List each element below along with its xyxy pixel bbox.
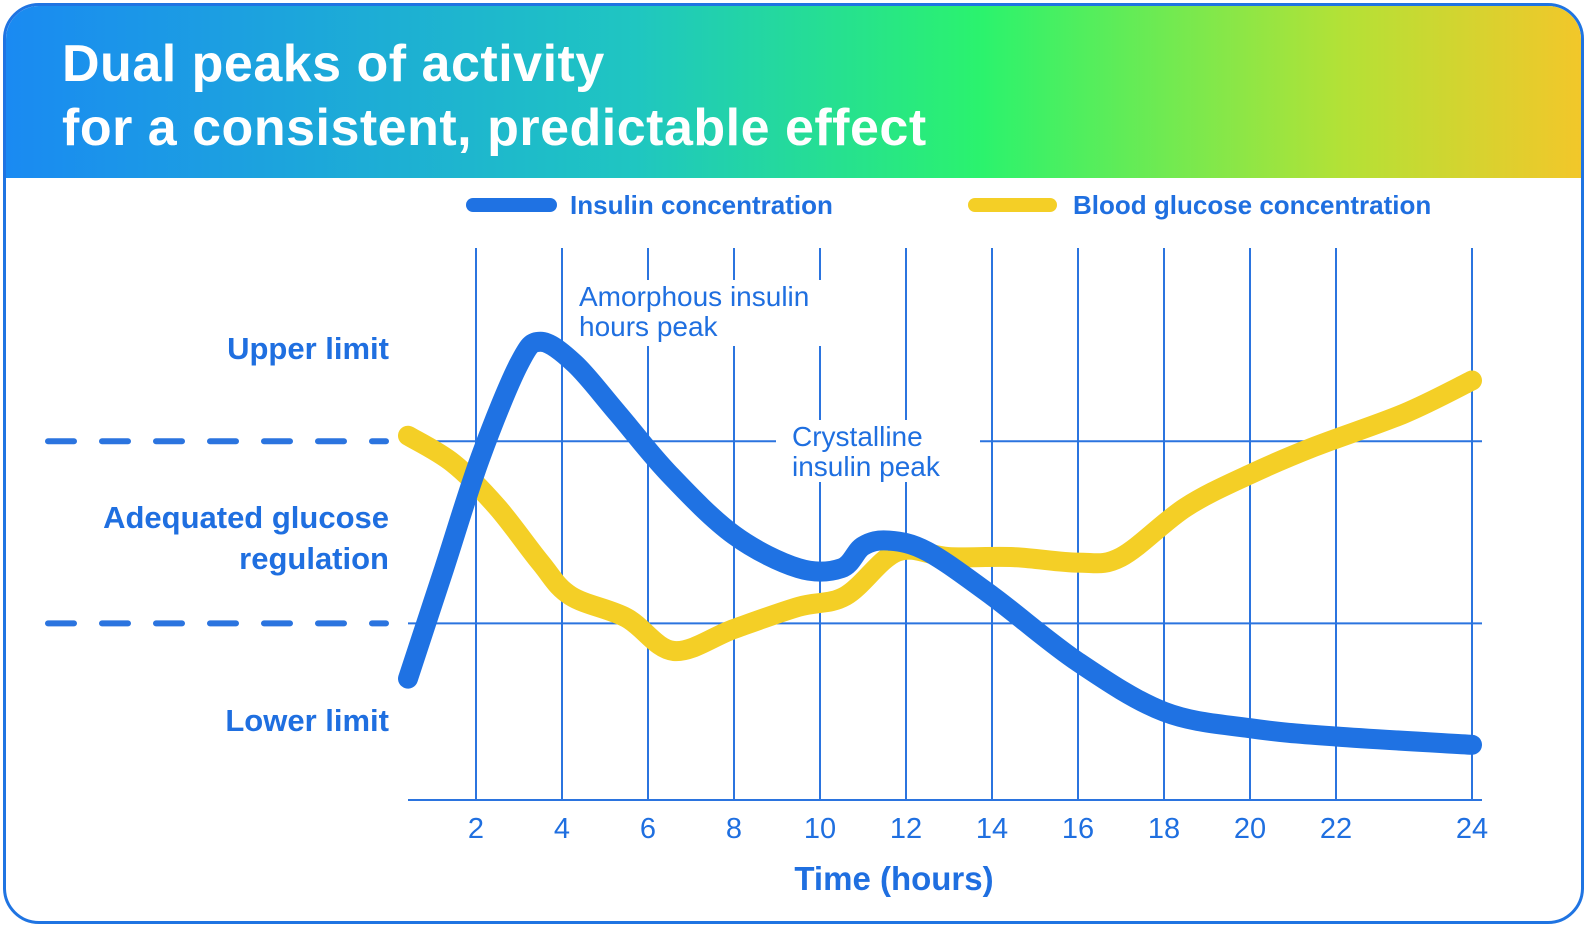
x-tick-20: 20: [1234, 813, 1266, 845]
grid: [408, 248, 1482, 801]
x-tick-8: 8: [726, 813, 742, 845]
legend: Insulin concentration Blood glucose conc…: [466, 190, 1431, 220]
x-tick-4: 4: [554, 813, 570, 845]
lower-limit-label: Lower limit: [225, 703, 389, 738]
x-tick-16: 16: [1062, 813, 1094, 845]
annotations: Amorphous insulin hours peak Crystalline…: [572, 280, 980, 482]
x-tick-6: 6: [640, 813, 656, 845]
x-tick-10: 10: [804, 813, 836, 845]
y-level-labels: Upper limit Adequated glucose regulation…: [103, 331, 389, 738]
title-line-2: for a consistent, predictable effect: [62, 99, 927, 157]
amorphous-annotation-line-1: Amorphous insulin: [579, 281, 809, 312]
title-line-1: Dual peaks of activity: [62, 35, 605, 93]
adequate-label-line-2: regulation: [239, 541, 389, 576]
x-tick-24: 24: [1456, 813, 1488, 845]
infographic-card: Dual peaks of activity for a consistent,…: [3, 3, 1584, 924]
reference-lines: [45, 438, 389, 627]
adequate-label-line-1: Adequated glucose: [103, 500, 389, 535]
crystalline-annotation-line-2: insulin peak: [792, 451, 941, 482]
x-tick-14: 14: [976, 813, 1008, 845]
amorphous-annotation-line-2: hours peak: [579, 311, 719, 342]
insulin-series-line: [398, 331, 1482, 755]
x-tick-12: 12: [890, 813, 922, 845]
legend-insulin-label: Insulin concentration: [570, 190, 833, 220]
amorphous-annotation-bg: [572, 280, 890, 346]
x-tick-2: 2: [468, 813, 484, 845]
x-axis-label: Time (hours): [794, 860, 993, 897]
crystalline-annotation-bg: [776, 420, 980, 482]
upper-limit-label: Upper limit: [227, 331, 389, 366]
x-tick-labels: 2 4 6 8 10 12 14 16 18 20 22 24: [468, 813, 1488, 845]
crystalline-annotation-line-1: Crystalline: [792, 421, 923, 452]
chart-title: Dual peaks of activity for a consistent,…: [62, 32, 927, 160]
header-banner: Dual peaks of activity for a consistent,…: [6, 6, 1581, 178]
glucose-series-line: [398, 370, 1482, 662]
x-tick-18: 18: [1148, 813, 1180, 845]
x-tick-22: 22: [1320, 813, 1352, 845]
legend-glucose-label: Blood glucose concentration: [1073, 190, 1431, 220]
